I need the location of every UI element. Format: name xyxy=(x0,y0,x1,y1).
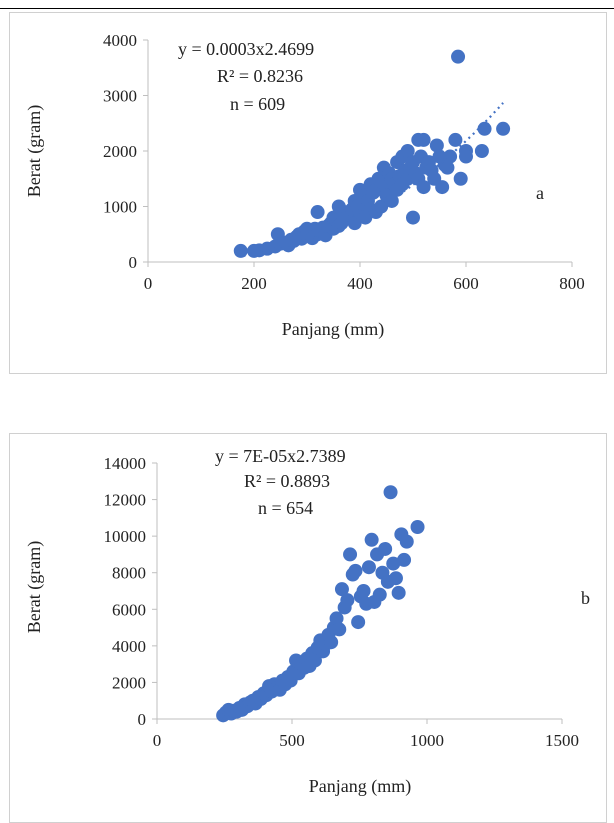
data-point xyxy=(435,180,450,195)
data-point xyxy=(397,552,412,567)
data-point xyxy=(307,653,322,668)
chart-panel-b: 0 500 1000 1500 0 2000 4000 6000 8000 10000 12000 1… xyxy=(9,433,607,823)
chart-panel-a: 0 200 400 600 800 0 1000 2000 3000 4000 y = 0.000… xyxy=(9,12,607,374)
x-tick-label: 1000 xyxy=(410,731,444,750)
x-tick-label: 0 xyxy=(153,731,162,750)
y-tick-label: 6000 xyxy=(112,600,146,619)
data-point xyxy=(416,132,431,147)
data-point xyxy=(343,547,358,562)
y-tick-label: 12000 xyxy=(104,491,147,510)
y-tick-label: 14000 xyxy=(104,454,147,473)
data-point xyxy=(477,121,492,136)
data-point xyxy=(334,582,349,597)
data-point xyxy=(386,556,401,571)
data-point xyxy=(416,180,431,195)
data-point xyxy=(233,243,248,258)
r2-line-a: R² = 0.8236 xyxy=(217,66,303,86)
header-strip xyxy=(0,0,150,7)
data-point xyxy=(400,144,415,158)
scatter-chart-a: 0 200 400 600 800 0 1000 2000 3000 4000 y = 0.000… xyxy=(24,31,585,340)
data-point xyxy=(364,532,379,547)
data-point xyxy=(340,593,355,608)
data-point xyxy=(351,615,366,630)
data-point xyxy=(356,584,371,598)
r2-line-b: R² = 0.8893 xyxy=(244,471,330,491)
data-point xyxy=(372,587,387,602)
data-point xyxy=(429,138,444,153)
data-point xyxy=(440,160,455,175)
data-point xyxy=(310,205,325,220)
x-tick-label: 200 xyxy=(241,274,267,293)
y-axis-title-b: Berat (gram) xyxy=(24,541,45,633)
x-tick-label: 600 xyxy=(453,274,479,293)
data-point xyxy=(453,171,468,186)
top-rule xyxy=(0,8,614,9)
data-point xyxy=(391,585,406,600)
panel-letter-a: a xyxy=(536,183,544,203)
data-point xyxy=(383,485,398,500)
data-point xyxy=(410,520,425,534)
scatter-chart-b: 0 500 1000 1500 0 2000 4000 6000 8000 10000 12000 1… xyxy=(24,446,590,797)
x-tick-label: 1500 xyxy=(545,731,579,750)
y-tick-label: 0 xyxy=(138,710,147,729)
y-tick-label: 4000 xyxy=(103,31,137,50)
x-tick-label: 0 xyxy=(144,274,153,293)
data-point xyxy=(448,132,463,147)
data-point xyxy=(474,144,489,158)
data-point xyxy=(348,563,363,578)
y-tick-label: 1000 xyxy=(103,198,137,217)
data-point xyxy=(324,635,339,650)
y-tick-label: 10000 xyxy=(104,527,147,546)
y-axis-title-a: Berat (gram) xyxy=(24,105,45,197)
y-tick-label: 4000 xyxy=(112,637,146,656)
equation-line-b: y = 7E-05x2.7389 xyxy=(215,446,346,466)
data-point xyxy=(496,121,511,136)
data-point xyxy=(378,541,393,556)
n-line-a: n = 609 xyxy=(230,94,285,114)
data-point xyxy=(443,149,458,164)
trendline xyxy=(243,102,504,257)
data-point xyxy=(329,611,344,626)
x-tick-label: 400 xyxy=(347,274,373,293)
panel-letter-b: b xyxy=(581,588,590,608)
n-line-b: n = 654 xyxy=(258,498,313,518)
data-point xyxy=(451,49,466,64)
y-tick-label: 0 xyxy=(129,253,138,272)
data-point xyxy=(406,210,420,225)
y-tick-label: 2000 xyxy=(112,673,146,692)
x-axis-title-a: Panjang (mm) xyxy=(282,319,384,340)
data-point xyxy=(459,149,473,164)
y-tick-label: 3000 xyxy=(103,87,137,106)
y-tick-label: 8000 xyxy=(112,564,146,583)
x-tick-label: 800 xyxy=(559,274,585,293)
x-tick-label: 500 xyxy=(279,731,305,750)
x-axis-title-b: Panjang (mm) xyxy=(309,776,411,797)
data-point xyxy=(399,534,414,549)
equation-line-a: y = 0.0003x2.4699 xyxy=(178,39,314,59)
data-point xyxy=(332,622,347,637)
data-point xyxy=(388,571,403,586)
y-tick-label: 2000 xyxy=(103,142,137,161)
data-point xyxy=(361,560,376,575)
